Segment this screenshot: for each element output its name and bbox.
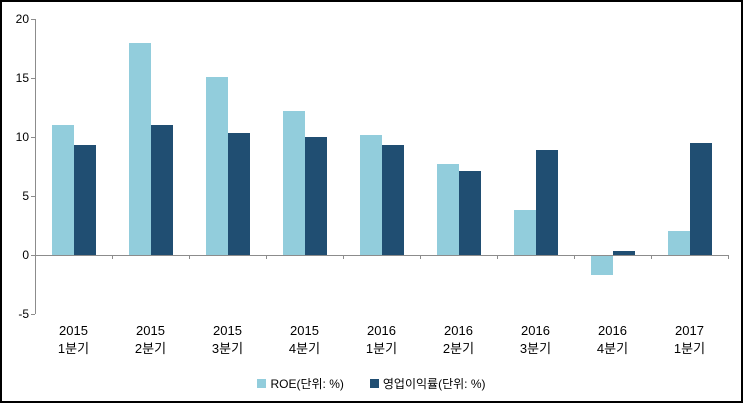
bar-op-margin-2017-1분기 bbox=[689, 142, 712, 255]
x-axis-tick bbox=[574, 255, 575, 259]
x-category-label: 2016 2분기 bbox=[420, 322, 497, 358]
x-category-quarter: 3분기 bbox=[519, 341, 552, 356]
x-category-year: 2016 bbox=[521, 323, 550, 338]
legend-label: ROE(단위: %) bbox=[270, 377, 344, 391]
bar-op-margin-2015-1분기 bbox=[73, 145, 96, 255]
y-axis-tick bbox=[31, 19, 35, 20]
x-category-year: 2015 bbox=[59, 323, 88, 338]
x-category-quarter: 2분기 bbox=[442, 341, 475, 356]
y-tick-label: 10 bbox=[15, 130, 29, 144]
x-axis-tick bbox=[343, 255, 344, 259]
x-axis-tick bbox=[497, 255, 498, 259]
y-axis-tick bbox=[31, 78, 35, 79]
bar-roe-2015-1분기 bbox=[51, 125, 74, 255]
bar-roe-2016-2분기 bbox=[436, 164, 459, 255]
x-category-year: 2015 bbox=[213, 323, 242, 338]
y-tick-label: -5 bbox=[18, 307, 29, 321]
x-axis-tick bbox=[420, 255, 421, 259]
x-category-quarter: 3분기 bbox=[211, 341, 244, 356]
bar-op-margin-2016-2분기 bbox=[458, 171, 481, 255]
x-axis-tick bbox=[651, 255, 652, 259]
y-axis-tick bbox=[31, 137, 35, 138]
legend-label: 영업이익률(단위: %) bbox=[382, 377, 486, 391]
y-axis-tick bbox=[31, 255, 35, 256]
bar-roe-2016-3분기 bbox=[513, 210, 536, 255]
legend-swatch-icon bbox=[257, 379, 267, 388]
bar-roe-2015-3분기 bbox=[205, 76, 228, 255]
x-axis-tick bbox=[189, 255, 190, 259]
legend-swatch-icon bbox=[369, 379, 379, 388]
x-category-label: 2016 3분기 bbox=[497, 322, 574, 358]
y-tick-label: 5 bbox=[22, 189, 29, 203]
legend-item-roe: ROE(단위: %) bbox=[257, 375, 344, 392]
x-category-quarter: 1분기 bbox=[365, 341, 398, 356]
x-category-year: 2016 bbox=[598, 323, 627, 338]
bar-roe-2017-1분기 bbox=[667, 231, 690, 255]
x-category-year: 2015 bbox=[136, 323, 165, 338]
y-tick-label: 20 bbox=[15, 12, 29, 26]
bar-op-margin-2016-1분기 bbox=[381, 145, 404, 255]
x-category-quarter: 2분기 bbox=[134, 341, 167, 356]
y-axis-tick bbox=[31, 196, 35, 197]
x-category-label: 2015 1분기 bbox=[35, 322, 112, 358]
y-axis-tick bbox=[31, 314, 35, 315]
x-category-quarter: 1분기 bbox=[57, 341, 90, 356]
x-category-label: 2016 1분기 bbox=[343, 322, 420, 358]
bar-roe-2015-2분기 bbox=[128, 42, 151, 255]
bar-op-margin-2016-4분기 bbox=[612, 251, 635, 255]
x-category-label: 2017 1분기 bbox=[651, 322, 728, 358]
x-category-year: 2017 bbox=[675, 323, 704, 338]
bar-roe-2016-4분기 bbox=[590, 256, 613, 275]
x-category-label: 2015 2분기 bbox=[112, 322, 189, 358]
x-axis-tick bbox=[728, 255, 729, 259]
x-axis-tick bbox=[266, 255, 267, 259]
x-category-year: 2015 bbox=[290, 323, 319, 338]
x-category-quarter: 4분기 bbox=[596, 341, 629, 356]
bar-op-margin-2015-2분기 bbox=[150, 125, 173, 255]
x-category-year: 2016 bbox=[444, 323, 473, 338]
bar-op-margin-2016-3분기 bbox=[535, 149, 558, 255]
x-category-year: 2016 bbox=[367, 323, 396, 338]
x-category-label: 2015 4분기 bbox=[266, 322, 343, 358]
x-category-quarter: 4분기 bbox=[288, 341, 321, 356]
y-tick-label: 15 bbox=[15, 71, 29, 85]
bar-op-margin-2015-3분기 bbox=[227, 133, 250, 255]
bar-roe-2015-4분기 bbox=[282, 111, 305, 255]
legend-item-op-margin: 영업이익률(단위: %) bbox=[369, 375, 486, 392]
y-tick-label: 0 bbox=[22, 248, 29, 262]
legend: ROE(단위: %) 영업이익률(단위: %) bbox=[2, 375, 741, 392]
x-axis-tick bbox=[112, 255, 113, 259]
x-axis-line bbox=[35, 255, 728, 256]
x-category-label: 2015 3분기 bbox=[189, 322, 266, 358]
x-category-label: 2016 4분기 bbox=[574, 322, 651, 358]
x-category-quarter: 1분기 bbox=[673, 341, 706, 356]
y-axis-line bbox=[35, 19, 36, 314]
bar-roe-2016-1분기 bbox=[359, 134, 382, 255]
bar-op-margin-2015-4분기 bbox=[304, 137, 327, 255]
